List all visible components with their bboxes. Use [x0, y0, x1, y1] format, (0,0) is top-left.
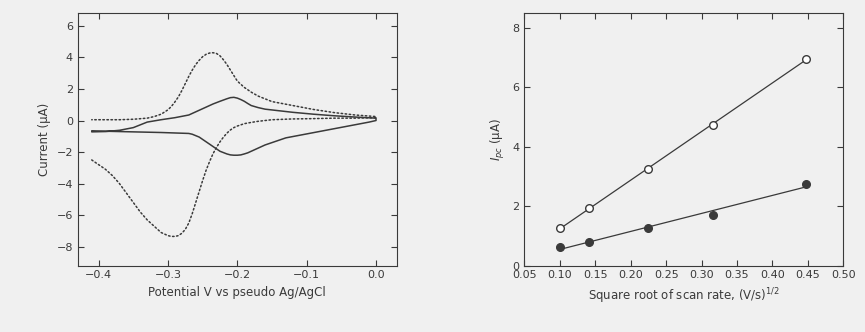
Y-axis label: Current (μA): Current (μA): [38, 103, 51, 176]
X-axis label: Potential V vs pseudo Ag/AgCl: Potential V vs pseudo Ag/AgCl: [149, 286, 326, 299]
X-axis label: Square root of scan rate, (V/s)$^{1/2}$: Square root of scan rate, (V/s)$^{1/2}$: [588, 286, 780, 306]
Y-axis label: $I_{pc}$ (μA): $I_{pc}$ (μA): [489, 118, 507, 161]
